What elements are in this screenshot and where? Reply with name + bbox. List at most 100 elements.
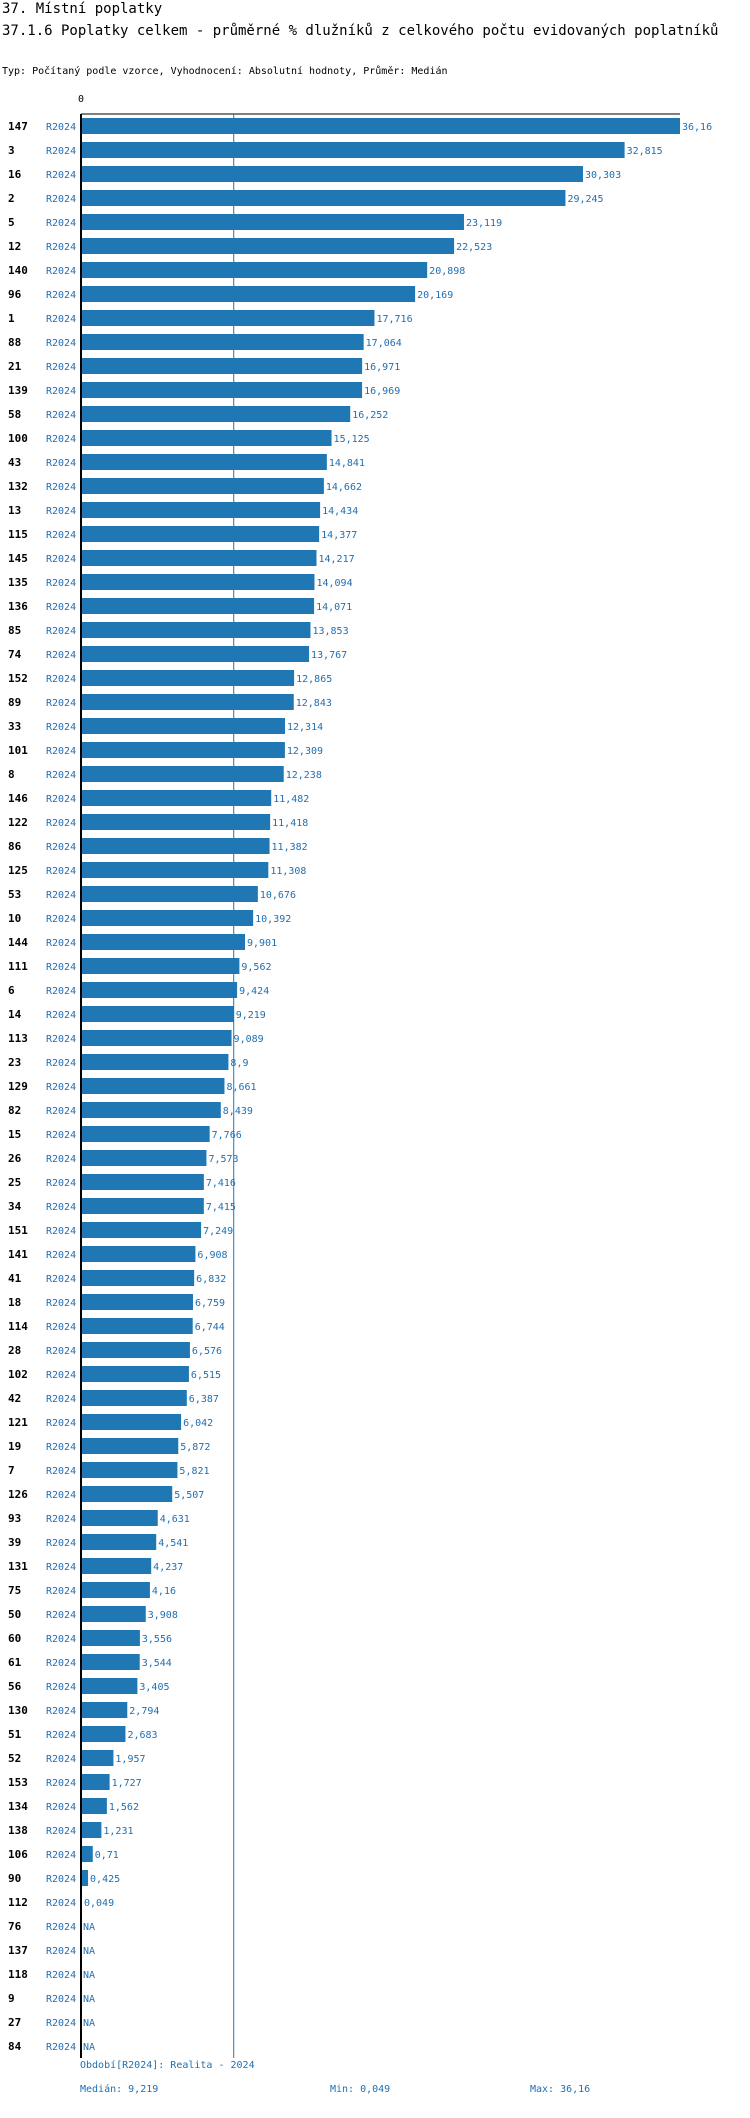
value-label: 11,308 [270, 866, 306, 877]
row-id-label: 134 [8, 1800, 28, 1813]
period-label: R2024 [46, 1778, 76, 1789]
bar [81, 142, 625, 158]
row-id-label: 106 [8, 1848, 28, 1861]
value-label: 5,821 [179, 1466, 209, 1477]
value-label: NA [83, 1946, 95, 1957]
value-label: 10,392 [255, 914, 291, 925]
value-label: 0,71 [95, 1850, 119, 1861]
value-label: 6,908 [197, 1250, 227, 1261]
period-label: R2024 [46, 914, 76, 925]
value-label: 1,957 [115, 1754, 145, 1765]
row-id-label: 102 [8, 1368, 28, 1381]
row-id-label: 84 [8, 2040, 22, 2053]
period-label: R2024 [46, 842, 76, 853]
value-label: 9,562 [241, 962, 271, 973]
period-label: R2024 [46, 674, 76, 685]
value-label: 14,662 [326, 482, 362, 493]
bar [81, 886, 258, 902]
value-label: 4,16 [152, 1586, 176, 1597]
bar [81, 670, 295, 686]
row-id-label: 135 [8, 576, 28, 589]
row-id-label: 132 [8, 480, 28, 493]
row-id-label: 144 [8, 936, 28, 949]
row-id-label: 19 [8, 1440, 21, 1453]
value-label: 2,683 [127, 1730, 157, 1741]
period-label: R2024 [46, 554, 76, 565]
row-id-label: 118 [8, 1968, 28, 1981]
period-label: R2024 [46, 1610, 76, 1621]
row-id-label: 25 [8, 1176, 21, 1189]
value-label: 4,631 [160, 1514, 190, 1525]
row-id-label: 82 [8, 1104, 21, 1117]
period-label: R2024 [46, 218, 76, 229]
period-label: R2024 [46, 1706, 76, 1717]
bar [81, 1726, 126, 1742]
value-label: 7,573 [208, 1154, 238, 1165]
period-label: R2024 [46, 1994, 76, 2005]
row-id-label: 3 [8, 144, 15, 157]
period-label: R2024 [46, 962, 76, 973]
period-label: R2024 [46, 1634, 76, 1645]
bar [81, 1366, 189, 1382]
period-label: R2024 [46, 1898, 76, 1909]
period-label: R2024 [46, 266, 76, 277]
bar [81, 550, 317, 566]
period-label: R2024 [46, 1874, 76, 1885]
period-label: R2024 [46, 1490, 76, 1501]
value-label: 5,872 [180, 1442, 210, 1453]
row-id-label: 16 [8, 168, 22, 181]
value-label: 17,064 [366, 338, 402, 349]
row-id-label: 13 [8, 504, 21, 517]
period-label: R2024 [46, 1154, 76, 1165]
value-label: 14,071 [316, 602, 352, 613]
row-id-label: 86 [8, 840, 22, 853]
bar [81, 382, 363, 398]
period-label: R2024 [46, 1394, 76, 1405]
row-id-label: 100 [8, 432, 28, 445]
row-id-label: 147 [8, 120, 28, 133]
value-label: 36,16 [682, 122, 712, 133]
row-id-label: 15 [8, 1128, 21, 1141]
period-label: R2024 [46, 1586, 76, 1597]
row-id-label: 125 [8, 864, 28, 877]
period-label: R2024 [46, 1466, 76, 1477]
period-label: R2024 [46, 650, 76, 661]
value-label: 12,314 [287, 722, 323, 733]
period-label: R2024 [46, 698, 76, 709]
bar [81, 790, 272, 806]
row-id-label: 43 [8, 456, 21, 469]
row-id-label: 139 [8, 384, 28, 397]
period-label: R2024 [46, 1658, 76, 1669]
bar [81, 1222, 202, 1238]
value-label: 30,303 [585, 170, 621, 181]
period-label: R2024 [46, 1058, 76, 1069]
period-label: R2024 [46, 146, 76, 157]
value-label: 4,541 [158, 1538, 188, 1549]
bar [81, 1654, 140, 1670]
value-label: 7,766 [212, 1130, 242, 1141]
bar [81, 334, 364, 350]
value-label: 20,898 [429, 266, 465, 277]
period-label: R2024 [46, 434, 76, 445]
period-label: R2024 [46, 1250, 76, 1261]
bar [81, 406, 351, 422]
period-label: R2024 [46, 2018, 76, 2029]
period-label: R2024 [46, 458, 76, 469]
period-label: R2024 [46, 1418, 76, 1429]
row-id-label: 151 [8, 1224, 28, 1237]
value-label: NA [83, 1922, 95, 1933]
bar [81, 1630, 140, 1646]
value-label: 6,515 [191, 1370, 221, 1381]
period-label: R2024 [46, 1226, 76, 1237]
row-id-label: 130 [8, 1704, 28, 1717]
row-id-label: 141 [8, 1248, 28, 1261]
value-label: 1,562 [109, 1802, 139, 1813]
value-label: 8,661 [226, 1082, 256, 1093]
bar [81, 1102, 221, 1118]
value-label: 15,125 [334, 434, 370, 445]
period-label: R2024 [46, 722, 76, 733]
value-label: 16,971 [364, 362, 400, 373]
value-label: 9,219 [236, 1010, 266, 1021]
value-label: 6,832 [196, 1274, 226, 1285]
